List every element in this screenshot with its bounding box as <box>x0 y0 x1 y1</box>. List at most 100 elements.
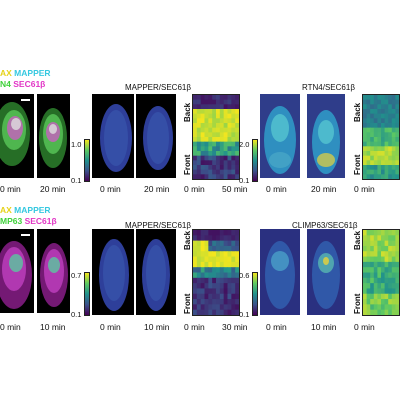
kymograph-cell <box>366 272 371 279</box>
kymograph-cell <box>370 155 375 161</box>
colorbar-tick-max: 0.6 <box>239 271 250 280</box>
kymograph-cell <box>208 169 213 175</box>
kymograph-cell <box>381 240 386 247</box>
kymograph-cell <box>391 165 396 171</box>
kymograph-cell <box>212 240 217 247</box>
kymograph-cell <box>227 95 232 101</box>
kymograph-cell <box>212 261 217 268</box>
kymograph-cell <box>377 293 382 300</box>
kymograph-cell <box>366 155 371 161</box>
kymograph-cell <box>216 304 221 311</box>
kymograph-cell <box>227 240 232 247</box>
kymograph-cell <box>208 230 213 236</box>
kymograph-cell <box>363 146 368 152</box>
kymo-x-start: 0 min <box>354 184 375 194</box>
kymograph-cell <box>196 132 202 138</box>
kymograph-cell <box>208 240 213 247</box>
kymograph-cell <box>204 160 209 166</box>
kymograph-cell <box>227 293 232 300</box>
legend-yellow-label: AX <box>0 205 12 215</box>
kymograph-cell <box>227 256 232 263</box>
kymograph-cell <box>235 277 239 284</box>
kymograph-cell <box>223 309 229 315</box>
top-merge-panel-1 <box>37 94 70 178</box>
kymograph-cell <box>363 95 368 101</box>
kymograph-cell <box>212 141 217 147</box>
kymograph-cell <box>223 245 229 252</box>
kymograph-cell <box>196 256 202 263</box>
colorbar-tick-max: 1.0 <box>71 140 82 149</box>
kymograph-cell <box>384 309 389 315</box>
kymograph-cell <box>216 235 221 242</box>
kymograph-cell <box>384 169 389 175</box>
kymograph-cell <box>235 304 239 311</box>
kymograph-cell <box>212 299 217 305</box>
kymograph-cell <box>235 132 239 138</box>
kymograph-cell <box>212 230 217 236</box>
kymograph-cell <box>193 118 198 124</box>
kymograph-cell <box>391 309 396 315</box>
kymograph-cells <box>363 230 399 315</box>
kymograph-cell <box>227 165 232 171</box>
kymograph-cell <box>377 160 382 166</box>
kymograph-cell <box>204 283 209 290</box>
kymograph-cell <box>223 146 229 152</box>
kymograph-cell <box>388 283 393 290</box>
kymograph-cell <box>227 299 232 305</box>
kymograph-cell <box>219 304 225 311</box>
kymograph-cell <box>388 165 393 171</box>
kymograph-cell <box>204 277 209 284</box>
kymograph-cell <box>388 132 393 138</box>
kymograph-cell <box>200 304 206 311</box>
kymograph-cell <box>208 235 213 242</box>
kymograph-cell <box>219 251 225 258</box>
kymograph-cell <box>204 240 209 247</box>
kymograph-cell <box>200 146 206 152</box>
kymo-back-label: Back <box>353 230 362 250</box>
kymograph-cell <box>231 245 236 252</box>
kymograph-cell <box>219 132 225 138</box>
kymograph-cell <box>381 104 386 110</box>
kymograph-cell <box>377 174 382 179</box>
kymograph-cell <box>377 309 382 315</box>
kymograph-cell <box>363 309 368 315</box>
kymograph-cell <box>204 95 209 101</box>
kymograph-cell <box>384 155 389 161</box>
kymograph-cell <box>395 165 399 171</box>
kymograph-cell <box>381 245 386 252</box>
kymograph-cell <box>219 123 225 129</box>
kymograph-cell <box>363 132 368 138</box>
kymograph-cell <box>216 137 221 143</box>
kymograph-cell <box>193 160 198 166</box>
kymograph-cell <box>395 155 399 161</box>
kymograph-cell <box>196 245 202 252</box>
kymograph-cell <box>373 251 378 258</box>
kymograph-cell <box>384 99 389 105</box>
kymograph-cell <box>223 99 229 105</box>
kymograph-cell <box>196 99 202 105</box>
kymograph-cell <box>363 127 368 133</box>
kymograph-cell <box>204 113 209 119</box>
kymograph-cell <box>200 95 206 101</box>
kymograph-cell <box>193 283 198 290</box>
kymograph-cell <box>381 165 386 171</box>
kymograph-cell <box>193 251 198 258</box>
kymograph-cell <box>384 240 389 247</box>
kymograph-cell <box>370 277 375 284</box>
kymograph-cell <box>227 283 232 290</box>
kymograph-cell <box>370 230 375 236</box>
kymograph-cell <box>395 235 399 242</box>
bottom-climp-ratio-panel-1 <box>307 229 345 315</box>
kymograph-cell <box>193 245 198 252</box>
kymograph-cell <box>377 245 382 252</box>
kymograph-cell <box>223 118 229 124</box>
kymograph-cell <box>384 304 389 311</box>
kymograph-cell <box>370 165 375 171</box>
kymograph-cell <box>373 169 378 175</box>
kymograph-cell <box>377 123 382 129</box>
kymograph-cell <box>227 230 232 236</box>
kymograph-cell <box>200 99 206 105</box>
kymograph-cell <box>381 151 386 157</box>
kymograph-cell <box>208 174 213 179</box>
kymograph-cell <box>235 288 239 295</box>
